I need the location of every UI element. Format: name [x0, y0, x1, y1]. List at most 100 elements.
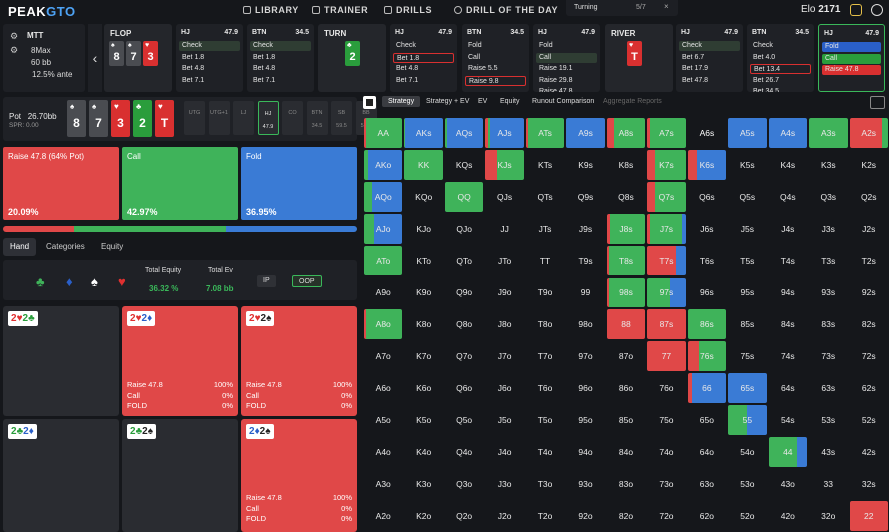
river-street[interactable]: RIVER ♥ T: [605, 24, 673, 92]
grid-cell-t3o[interactable]: T3o: [526, 469, 564, 499]
grid-cell-83o[interactable]: 83o: [607, 469, 645, 499]
seat-btn[interactable]: BTN 34.5: [306, 101, 328, 135]
node-action-item[interactable]: Raise 19.1: [539, 65, 573, 72]
grid-cell-t9s[interactable]: T9s: [566, 246, 604, 276]
grid-cell-k3s[interactable]: K3s: [809, 150, 847, 180]
grid-cell-t3s[interactable]: T3s: [809, 246, 847, 276]
grid-cell-88[interactable]: 88: [606, 309, 646, 340]
action-node-btn[interactable]: BTN 34.5 Check Bet 1.8 Bet 4.8 Bet 7.1: [247, 24, 314, 92]
grid-cell-77[interactable]: 77: [647, 341, 686, 372]
grid-cell-kqo[interactable]: KQo: [404, 182, 442, 212]
grid-cell-q4o[interactable]: Q4o: [445, 437, 483, 467]
chat-icon[interactable]: [850, 4, 862, 16]
node-action-item[interactable]: Bet 7.1: [253, 76, 276, 84]
grid-cell-a8o[interactable]: A8o: [364, 309, 403, 340]
grid-cell-65o[interactable]: 65o: [688, 405, 726, 435]
user-icon[interactable]: [871, 4, 883, 16]
grid-cell-q9o[interactable]: Q9o: [445, 278, 483, 308]
grid-cell-k8s[interactable]: K8s: [607, 150, 645, 180]
logo[interactable]: PEAKGTO: [8, 4, 76, 19]
grid-cell-kqs[interactable]: KQs: [445, 150, 483, 180]
grid-cell-aks[interactable]: AKs: [404, 118, 443, 148]
back-arrow-button[interactable]: ‹: [88, 24, 102, 92]
settings-icon[interactable]: ⚙: [10, 45, 19, 55]
tab-categories[interactable]: Categories: [46, 242, 85, 251]
grid-cell-63s[interactable]: 63s: [809, 373, 847, 403]
grid-cell-kjo[interactable]: KJo: [404, 214, 442, 244]
grid-cell-t2o[interactable]: T2o: [526, 501, 564, 531]
grid-cell-k4s[interactable]: K4s: [769, 150, 807, 180]
grid-cell-64s[interactable]: 64s: [769, 373, 807, 403]
grid-cell-k6s[interactable]: K6s: [687, 149, 727, 180]
node-action-item[interactable]: Raise 47.8: [539, 88, 573, 92]
grid-cell-q8o[interactable]: Q8o: [445, 309, 483, 339]
grid-cell-95o[interactable]: 95o: [566, 405, 604, 435]
ip-toggle[interactable]: IP: [257, 275, 276, 287]
grid-cell-86o[interactable]: 86o: [607, 373, 645, 403]
grid-cell-k5o[interactable]: K5o: [404, 405, 442, 435]
grid-cell-73o[interactable]: 73o: [647, 469, 685, 499]
gear-icon[interactable]: ⚙: [10, 31, 19, 41]
node-action-item[interactable]: Bet 4.8: [396, 65, 419, 72]
grid-cell-ajo[interactable]: AJo: [364, 213, 403, 244]
grid-cell-q9s[interactable]: Q9s: [566, 182, 604, 212]
grid-cell-jts[interactable]: JTs: [526, 214, 564, 244]
grid-cell-22[interactable]: 22: [849, 500, 888, 531]
grid-cell-j6o[interactable]: J6o: [485, 373, 523, 403]
grid-cell-j6s[interactable]: J6s: [688, 214, 726, 244]
grid-cell-33[interactable]: 33: [809, 469, 847, 499]
grid-cell-94o[interactable]: 94o: [566, 437, 604, 467]
seat-utg[interactable]: UTG: [184, 101, 205, 135]
grid-cell-a2o[interactable]: A2o: [364, 501, 402, 531]
grid-cell-q5s[interactable]: Q5s: [728, 182, 766, 212]
grid-cell-85s[interactable]: 85s: [728, 309, 766, 339]
grid-cell-t6s[interactable]: T6s: [688, 246, 726, 276]
grid-cell-74s[interactable]: 74s: [769, 341, 807, 371]
grid-cell-t6o[interactable]: T6o: [526, 373, 564, 403]
grid-cell-82s[interactable]: 82s: [850, 309, 888, 339]
grid-cell-t4s[interactable]: T4s: [769, 246, 807, 276]
node-action-item[interactable]: Call: [822, 53, 881, 64]
grid-cell-qts[interactable]: QTs: [526, 182, 564, 212]
node-action-item[interactable]: Call: [536, 52, 597, 63]
grid-cell-98s[interactable]: 98s: [606, 277, 646, 308]
grid-cell-44[interactable]: 44: [768, 437, 808, 467]
close-icon[interactable]: ×: [664, 2, 669, 11]
heart-suit-icon[interactable]: ♥: [118, 274, 126, 289]
grid-cell-k9o[interactable]: K9o: [404, 278, 442, 308]
action-node-btn[interactable]: BTN 34.5 Check Bet 4.0 Bet 13.4 Bet 26.7 Bet 3…: [747, 24, 814, 92]
node-action-item[interactable]: Bet 6.7: [682, 53, 705, 61]
grid-cell-q5o[interactable]: Q5o: [445, 405, 483, 435]
grid-cell-95s[interactable]: 95s: [728, 278, 766, 308]
node-action-item[interactable]: Bet 7.1: [396, 76, 419, 84]
grid-cell-j2s[interactable]: J2s: [850, 214, 888, 244]
grid-cell-q2o[interactable]: Q2o: [445, 501, 483, 531]
grid-cell-q6o[interactable]: Q6o: [445, 373, 483, 403]
node-action-item[interactable]: Bet 17.9: [682, 65, 709, 72]
grid-cell-k3o[interactable]: K3o: [404, 469, 442, 499]
grid-cell-a2s[interactable]: A2s: [849, 118, 888, 148]
node-action-item[interactable]: Fold: [468, 42, 482, 49]
grid-cell-75o[interactable]: 75o: [647, 405, 685, 435]
grid-cell-k7o[interactable]: K7o: [404, 341, 442, 371]
grid-cell-j8s[interactable]: J8s: [606, 213, 646, 244]
node-action-item[interactable]: Check: [250, 41, 311, 51]
grid-cell-q7o[interactable]: Q7o: [445, 341, 483, 371]
grid-cell-kts[interactable]: KTs: [526, 150, 564, 180]
grid-cell-53o[interactable]: 53o: [728, 469, 766, 499]
node-action-item[interactable]: Bet 1.8: [182, 53, 205, 61]
grid-cell-j4s[interactable]: J4s: [769, 214, 807, 244]
grid-cell-j9s[interactable]: J9s: [566, 214, 604, 244]
node-action-item[interactable]: Bet 7.1: [182, 76, 205, 84]
combo-cell[interactable]: 2♥2♣: [3, 306, 119, 416]
grid-cell-86s[interactable]: 86s: [687, 309, 727, 340]
nav-drills[interactable]: DRILLS: [384, 5, 432, 15]
grid-cell-92o[interactable]: 92o: [566, 501, 604, 531]
grid-cell-a3o[interactable]: A3o: [364, 469, 402, 499]
grid-cell-a8s[interactable]: A8s: [606, 118, 646, 148]
action-node-hj[interactable]: HJ 47.9 Fold Call Raise 19.1 Raise 29.8 Raise …: [533, 24, 600, 92]
grid-cell-42s[interactable]: 42s: [850, 437, 888, 467]
grid-cell-ako[interactable]: AKo: [364, 149, 403, 180]
node-action-item[interactable]: Bet 4.0: [753, 53, 776, 61]
grid-cell-j4o[interactable]: J4o: [485, 437, 523, 467]
